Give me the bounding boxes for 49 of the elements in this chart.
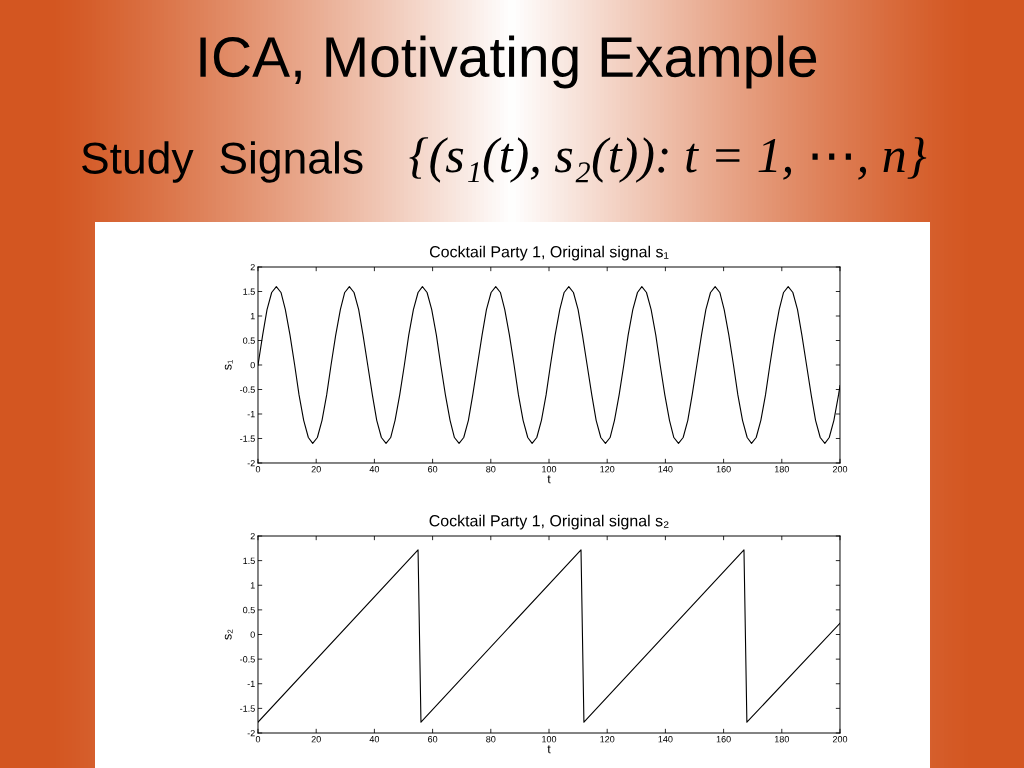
y-tick-label: 1.5 [243,288,255,295]
chart-title: Cocktail Party 1, Original signal s₂ [429,514,669,530]
x-tick-label: 120 [600,736,615,743]
y-tick-label: -2 [247,729,255,737]
y-tick-label: -0.5 [240,656,255,663]
chart-title: Cocktail Party 1, Original signal s₁ [429,245,669,261]
x-tick-label: 60 [428,466,438,473]
y-tick-label: -2 [247,459,255,467]
y-tick-label: 2 [250,263,255,271]
x-axis-title: t [547,475,551,484]
x-tick-label: 120 [600,466,615,473]
y-tick-label: -1.5 [240,705,255,712]
y-tick-label: -1 [247,680,255,688]
x-tick-label: 80 [486,466,496,473]
x-axis-title: t [547,745,551,754]
y-axis-title: s₂ [224,629,233,640]
y-tick-label: -1 [247,411,255,418]
text: ICA, Motivating Example [200,35,817,89]
text: Study Signals [82,141,363,183]
x-tick-label: 100 [542,466,557,473]
x-tick-label: 60 [428,736,438,743]
y-axis-title: s₁ [224,360,233,370]
x-tick-label: 20 [311,736,321,743]
y-tick-label: 0.5 [243,337,255,344]
x-tick-label: 140 [658,466,673,473]
x-tick-label: 180 [774,736,789,743]
text: {(s₁(t), s₂(t)): t = 1, ⋯, n} [409,137,927,183]
y-tick-label: 1.5 [243,557,255,564]
y-tick-label: -0.5 [240,386,255,393]
y-tick-label: 1 [250,313,255,320]
y-tick-label: 0.5 [243,606,255,614]
x-tick-label: 80 [486,736,496,743]
x-tick-label: 40 [369,466,380,473]
x-tick-label: 40 [369,736,380,743]
x-tick-label: 180 [774,466,789,473]
y-tick-label: 0 [250,361,255,369]
x-tick-label: 140 [658,736,673,743]
y-tick-label: 2 [250,532,255,540]
y-tick-label: -1.5 [240,435,255,442]
x-tick-label: 20 [311,466,321,473]
x-tick-label: 0 [255,736,261,743]
x-tick-label: 160 [716,466,731,473]
x-tick-label: 160 [716,736,731,743]
x-tick-label: 0 [255,466,261,473]
y-tick-label: 1 [250,582,255,589]
x-tick-label: 100 [542,736,557,743]
x-tick-label: 200 [832,736,848,743]
x-tick-label: 200 [832,466,848,473]
y-tick-label: 0 [250,631,255,638]
